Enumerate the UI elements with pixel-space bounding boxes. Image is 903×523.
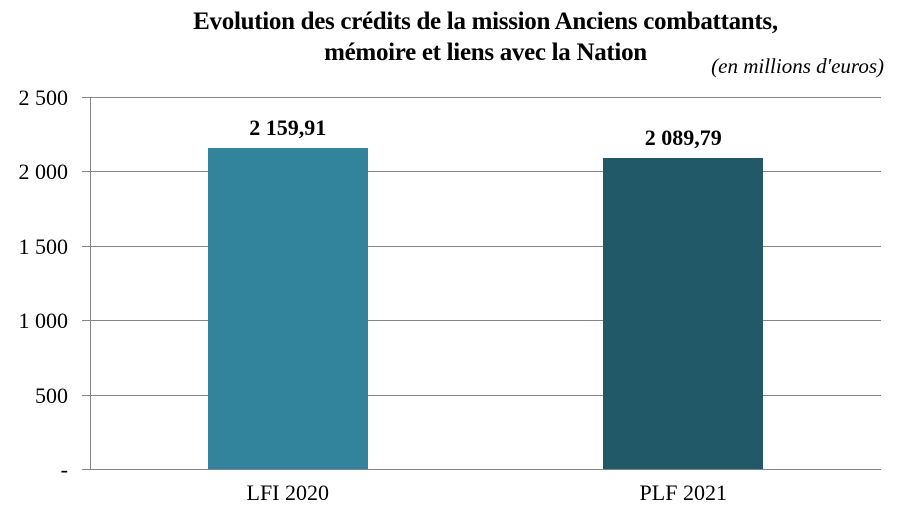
- category-label-lfi-2020: LFI 2020: [246, 480, 330, 505]
- bar-lfi-2020: [207, 147, 368, 469]
- y-tick-500: [82, 394, 90, 396]
- y-tick-1500: [82, 245, 90, 247]
- gridline-1000: [90, 320, 881, 322]
- y-tick-label-500: 500: [35, 382, 68, 408]
- y-tick-label-1000: 1 000: [18, 308, 69, 334]
- chart-title: Evolution des crédits de la mission Anci…: [90, 6, 881, 68]
- y-tick-1000: [82, 320, 90, 322]
- x-axis-line: [82, 469, 881, 470]
- y-tick-2500: [82, 97, 90, 98]
- y-tick-label-0: -: [60, 457, 68, 482]
- y-tick-label-2500: 2 500: [18, 85, 69, 110]
- gridline-2000: [90, 171, 881, 173]
- y-tick-label-2000: 2 000: [18, 159, 69, 185]
- chart-subtitle: (en millions d'euros): [711, 54, 884, 78]
- chart-title-line1: Evolution des crédits de la mission Anci…: [193, 8, 778, 35]
- y-tick-2000: [82, 171, 90, 173]
- gridline-1500: [90, 245, 881, 247]
- gridline-2500: [90, 97, 881, 98]
- bar-value-label-plf-2021: 2 089,79: [644, 125, 722, 151]
- bar-value-label-lfi-2020: 2 159,91: [249, 114, 327, 140]
- chart-title-line2: mémoire et liens avec la Nation: [324, 39, 647, 66]
- y-tick-label-1500: 1 500: [18, 233, 69, 259]
- y-axis-line: [90, 97, 91, 469]
- gridline-500: [90, 394, 881, 396]
- bar-plf-2021: [603, 158, 764, 469]
- category-label-plf-2021: PLF 2021: [639, 480, 727, 505]
